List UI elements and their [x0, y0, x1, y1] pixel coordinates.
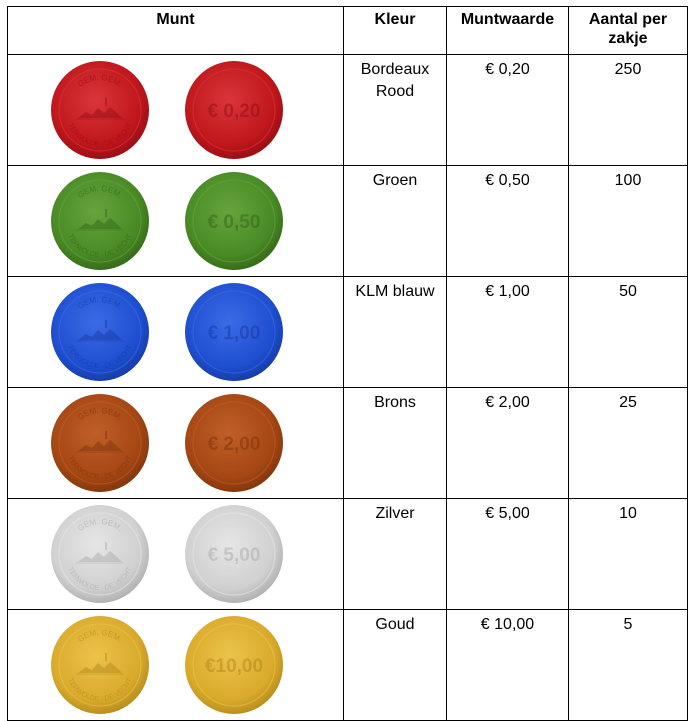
kleur-cell: Brons: [343, 387, 447, 499]
kleur-cell: KLM blauw: [343, 276, 447, 388]
coin-images-cell: GEM. GEM. TERWOLDE - DE VECHT € 0,20: [7, 54, 344, 166]
coin-emblem-icon: [78, 320, 122, 340]
coin-front-image: GEM. GEM.TERWOLDE - DE VECHT: [51, 616, 149, 714]
coin-back-image: € 0,20: [185, 61, 283, 159]
coin-value-text: € 1,00: [208, 323, 261, 344]
coin-emblem-icon: [78, 209, 122, 229]
muntwaarde-cell: € 10,00: [446, 609, 569, 721]
coin-value-text: € 2,00: [208, 434, 261, 455]
coin-back-image: € 0,50: [185, 172, 283, 270]
coin-value-text: € 0,50: [208, 212, 261, 233]
coin-emblem-icon: [78, 542, 122, 562]
aantal-cell: 5: [568, 609, 688, 721]
table-row: GEM. GEM. TERWOLDE - DE VECHT € 0,50 Groen €…: [7, 165, 688, 277]
coin-back-image: €10,00: [185, 616, 283, 714]
kleur-cell: Groen: [343, 165, 447, 277]
muntwaarde-cell: € 5,00: [446, 498, 569, 610]
aantal-cell: 50: [568, 276, 688, 388]
coin-back-image: € 1,00: [185, 283, 283, 381]
header-muntwaarde: Muntwaarde: [446, 6, 569, 55]
table-row: GEM. GEM. TERWOLDE - DE VECHT € 5,00 Zilver…: [7, 498, 688, 610]
muntwaarde-cell: € 0,50: [446, 165, 569, 277]
aantal-cell: 100: [568, 165, 688, 277]
coin-value-text: € 0,20: [208, 101, 261, 122]
coin-emblem-icon: [78, 653, 122, 673]
coin-images-cell: GEM. GEM. TERWOLDE - DE VECHT €10,00: [7, 609, 344, 721]
kleur-cell: Zilver: [343, 498, 447, 610]
kleur-cell: Goud: [343, 609, 447, 721]
table-row: GEM. GEM. TERWOLDE - DE VECHT € 0,20 Bordea…: [7, 54, 688, 166]
table-row: GEM. GEM. TERWOLDE - DE VECHT € 2,00 Brons €…: [7, 387, 688, 499]
coin-images-cell: GEM. GEM. TERWOLDE - DE VECHT € 0,50: [7, 165, 344, 277]
aantal-cell: 10: [568, 498, 688, 610]
muntwaarde-cell: € 1,00: [446, 276, 569, 388]
table-row: GEM. GEM. TERWOLDE - DE VECHT € 1,00 KLM bl…: [7, 276, 688, 388]
coin-back-image: € 5,00: [185, 505, 283, 603]
coin-value-text: € 5,00: [208, 545, 261, 566]
header-kleur: Kleur: [343, 6, 447, 55]
coin-images-cell: GEM. GEM. TERWOLDE - DE VECHT € 5,00: [7, 498, 344, 610]
coin-emblem-icon: [78, 98, 122, 118]
header-aantal: Aantal per zakje: [568, 6, 688, 55]
coin-images-cell: GEM. GEM. TERWOLDE - DE VECHT € 1,00: [7, 276, 344, 388]
table-row: GEM. GEM. TERWOLDE - DE VECHT €10,00 Goud € …: [7, 609, 688, 721]
coin-front-image: GEM. GEM.TERWOLDE - DE VECHT: [51, 283, 149, 381]
header-row: Munt Kleur Muntwaarde Aantal per zakje: [7, 6, 688, 55]
coin-back-image: € 2,00: [185, 394, 283, 492]
coin-front-image: GEM. GEM.TERWOLDE - DE VECHT: [51, 61, 149, 159]
coin-front-image: GEM. GEM.TERWOLDE - DE VECHT: [51, 394, 149, 492]
coin-table: Munt Kleur Muntwaarde Aantal per zakje G…: [7, 6, 688, 721]
coin-value-text: €10,00: [205, 656, 263, 677]
header-munt: Munt: [7, 6, 344, 55]
coin-images-cell: GEM. GEM. TERWOLDE - DE VECHT € 2,00: [7, 387, 344, 499]
kleur-cell: Bordeaux Rood: [343, 54, 447, 166]
aantal-cell: 25: [568, 387, 688, 499]
coin-front-image: GEM. GEM.TERWOLDE - DE VECHT: [51, 505, 149, 603]
aantal-cell: 250: [568, 54, 688, 166]
coin-emblem-icon: [78, 431, 122, 451]
coin-front-image: GEM. GEM.TERWOLDE - DE VECHT: [51, 172, 149, 270]
muntwaarde-cell: € 2,00: [446, 387, 569, 499]
muntwaarde-cell: € 0,20: [446, 54, 569, 166]
